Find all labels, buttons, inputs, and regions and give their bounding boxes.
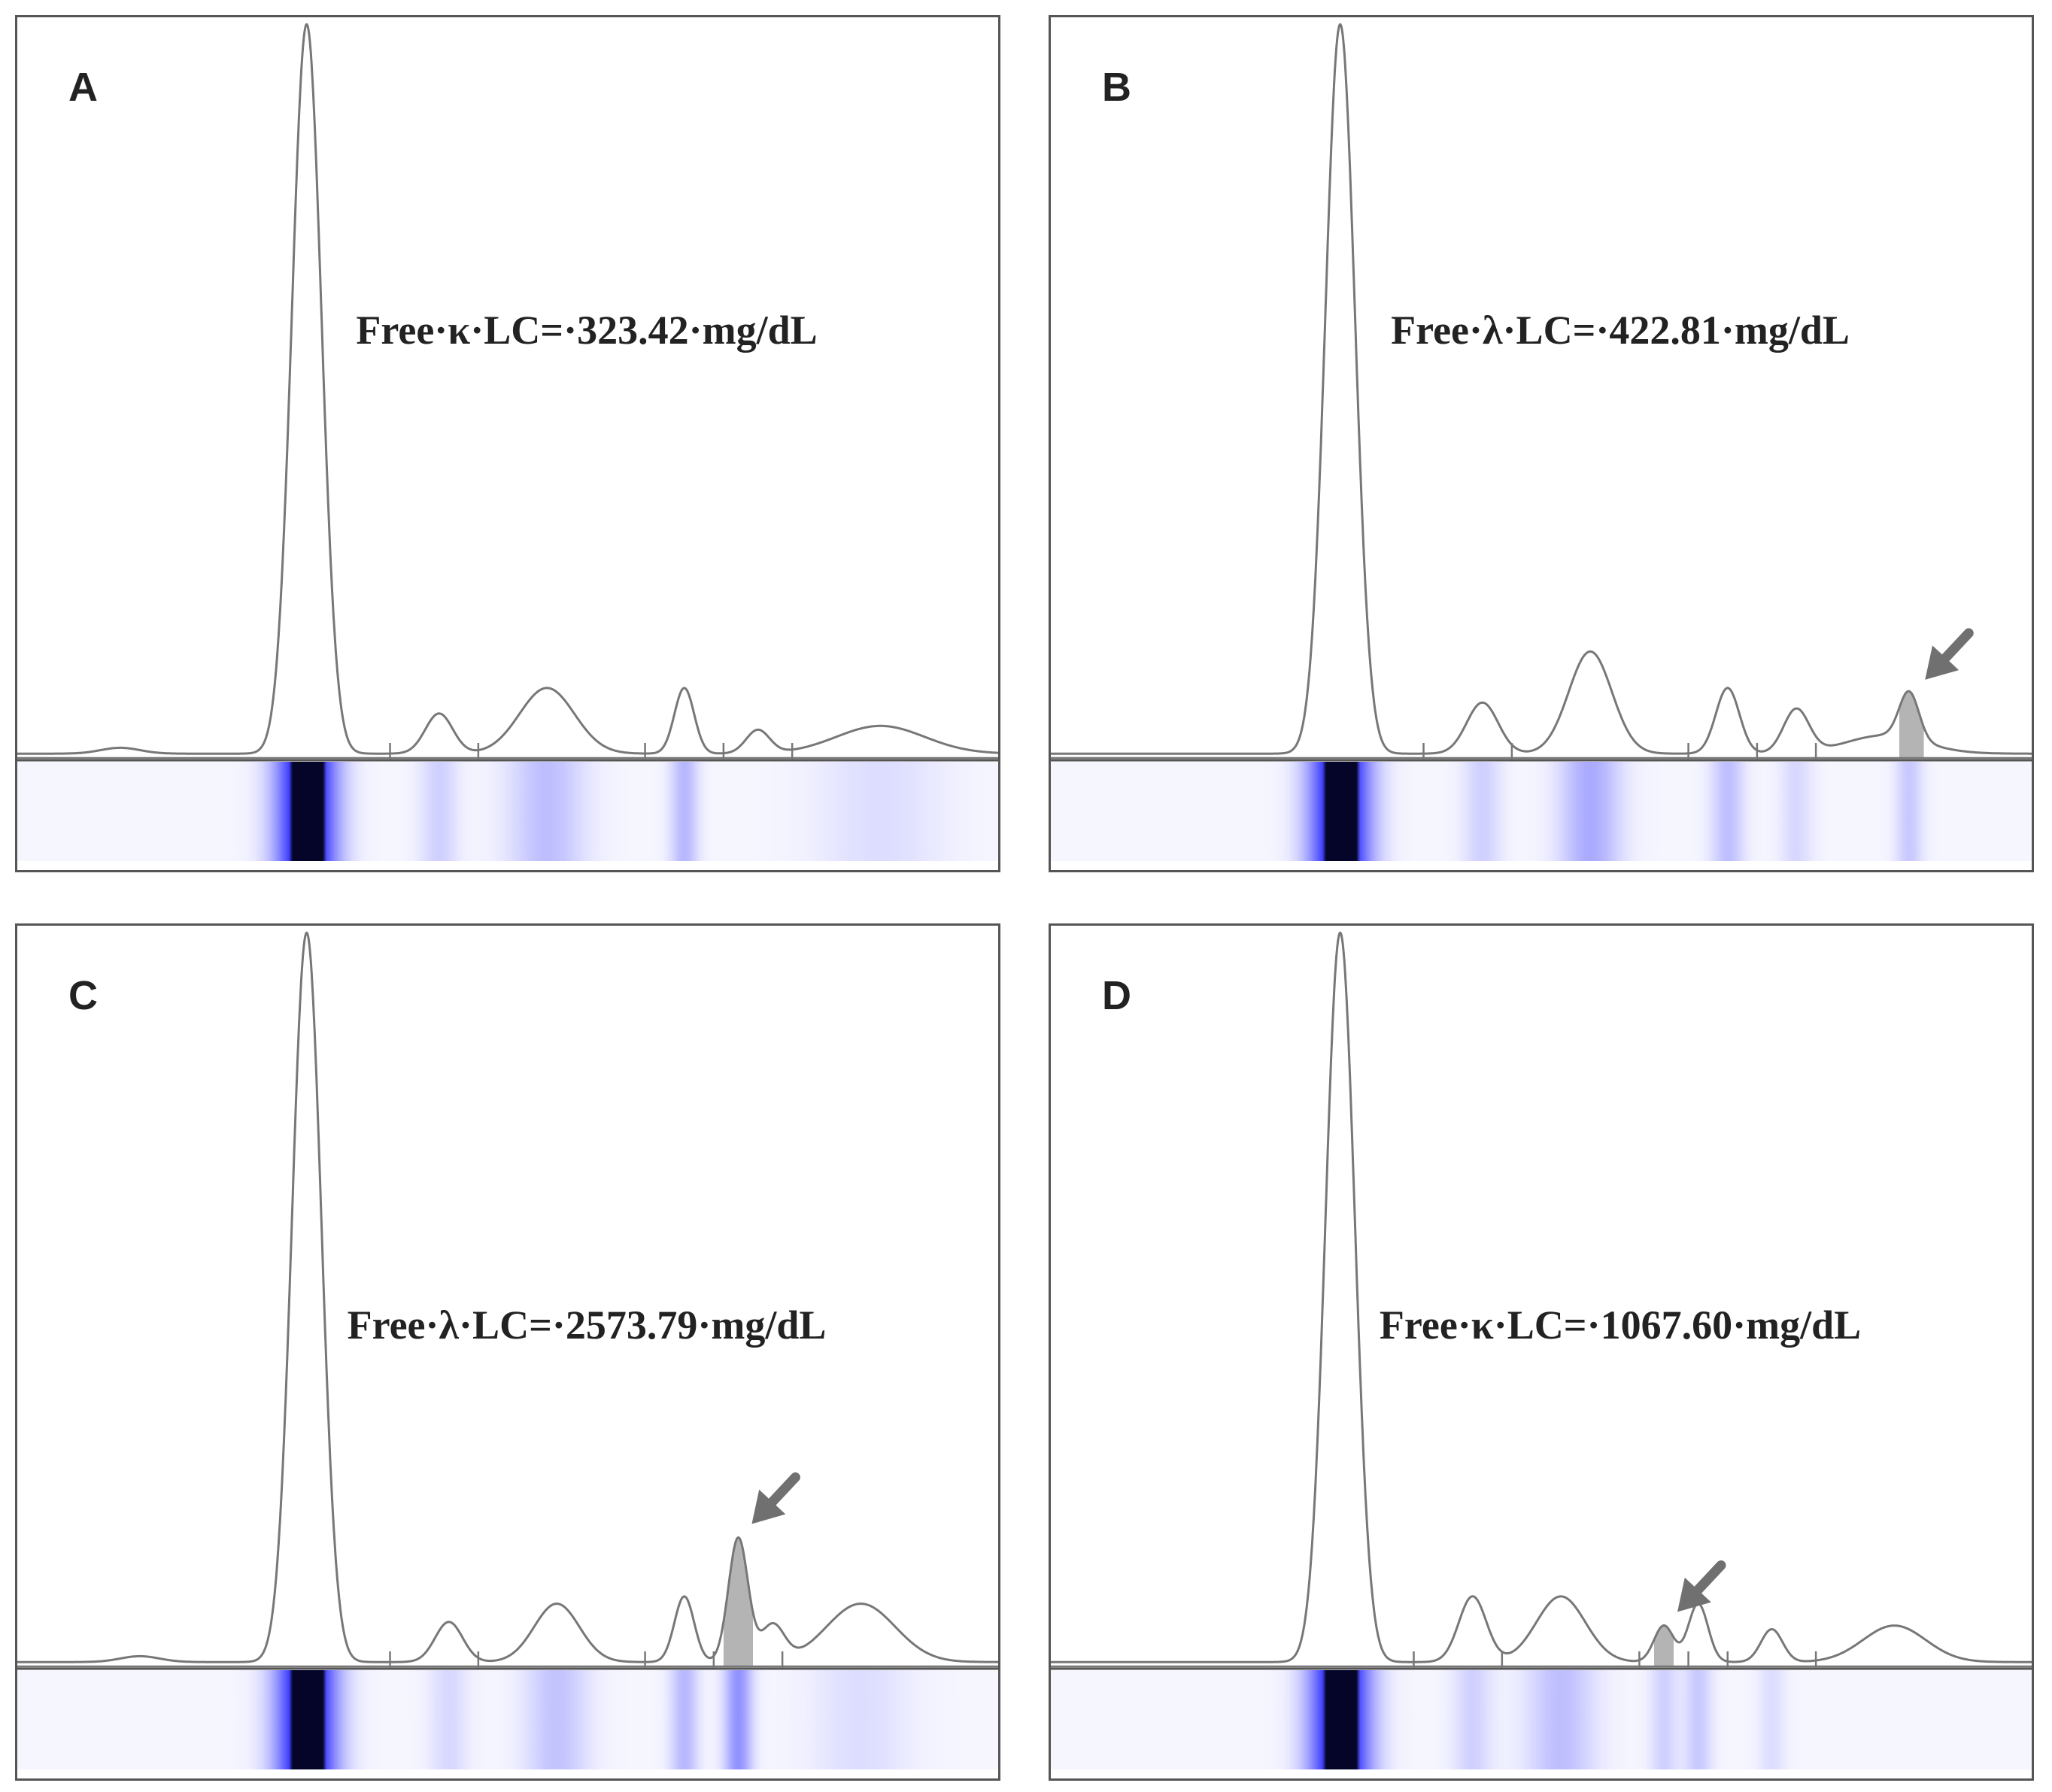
panel-result-label: Free·κ·LC=·323.42·mg/dL (356, 308, 818, 353)
arrow-head-icon (1677, 1577, 1711, 1612)
panel-letter: B (1102, 65, 1131, 110)
panel-result-label: Free·λ·LC=·2573.79·mg/dL (347, 1302, 827, 1348)
panel-b-plot (1051, 23, 2032, 861)
panel-letter: A (68, 65, 98, 110)
gel-strip (1051, 762, 2032, 861)
gel-strip (17, 762, 998, 861)
density-trace (1051, 23, 2032, 755)
panel-d-plot (1051, 931, 2032, 1769)
panel-d: D Free·κ·LC=·1067.60·mg/dL (1049, 923, 2034, 1781)
arrow-head-icon (751, 1489, 786, 1524)
density-trace (17, 23, 998, 755)
density-trace (1051, 931, 2032, 1663)
highlighted-peak (723, 1537, 753, 1666)
arrow-head-icon (1925, 645, 1959, 680)
panel-result-label: Free·λ·LC=·422.81·mg/dL (1391, 308, 1850, 353)
panel-a-plot (17, 23, 998, 861)
panel-letter: C (68, 973, 98, 1018)
gel-strip (1051, 1670, 2032, 1769)
panel-a: A Free·κ·LC=·323.42·mg/dL (15, 15, 1000, 872)
panel-c: C Free·λ·LC=·2573.79·mg/dL (15, 923, 1000, 1781)
panel-c-plot (17, 931, 998, 1769)
highlighted-peak (1899, 691, 1924, 758)
density-trace (17, 931, 998, 1663)
highlighted-peak (1654, 1625, 1674, 1666)
panel-result-label: Free·κ·LC=·1067.60·mg/dL (1379, 1302, 1862, 1348)
gel-strip (17, 1670, 998, 1769)
panel-b: B Free·λ·LC=·422.81·mg/dL (1049, 15, 2034, 872)
panel-letter: D (1102, 973, 1131, 1018)
